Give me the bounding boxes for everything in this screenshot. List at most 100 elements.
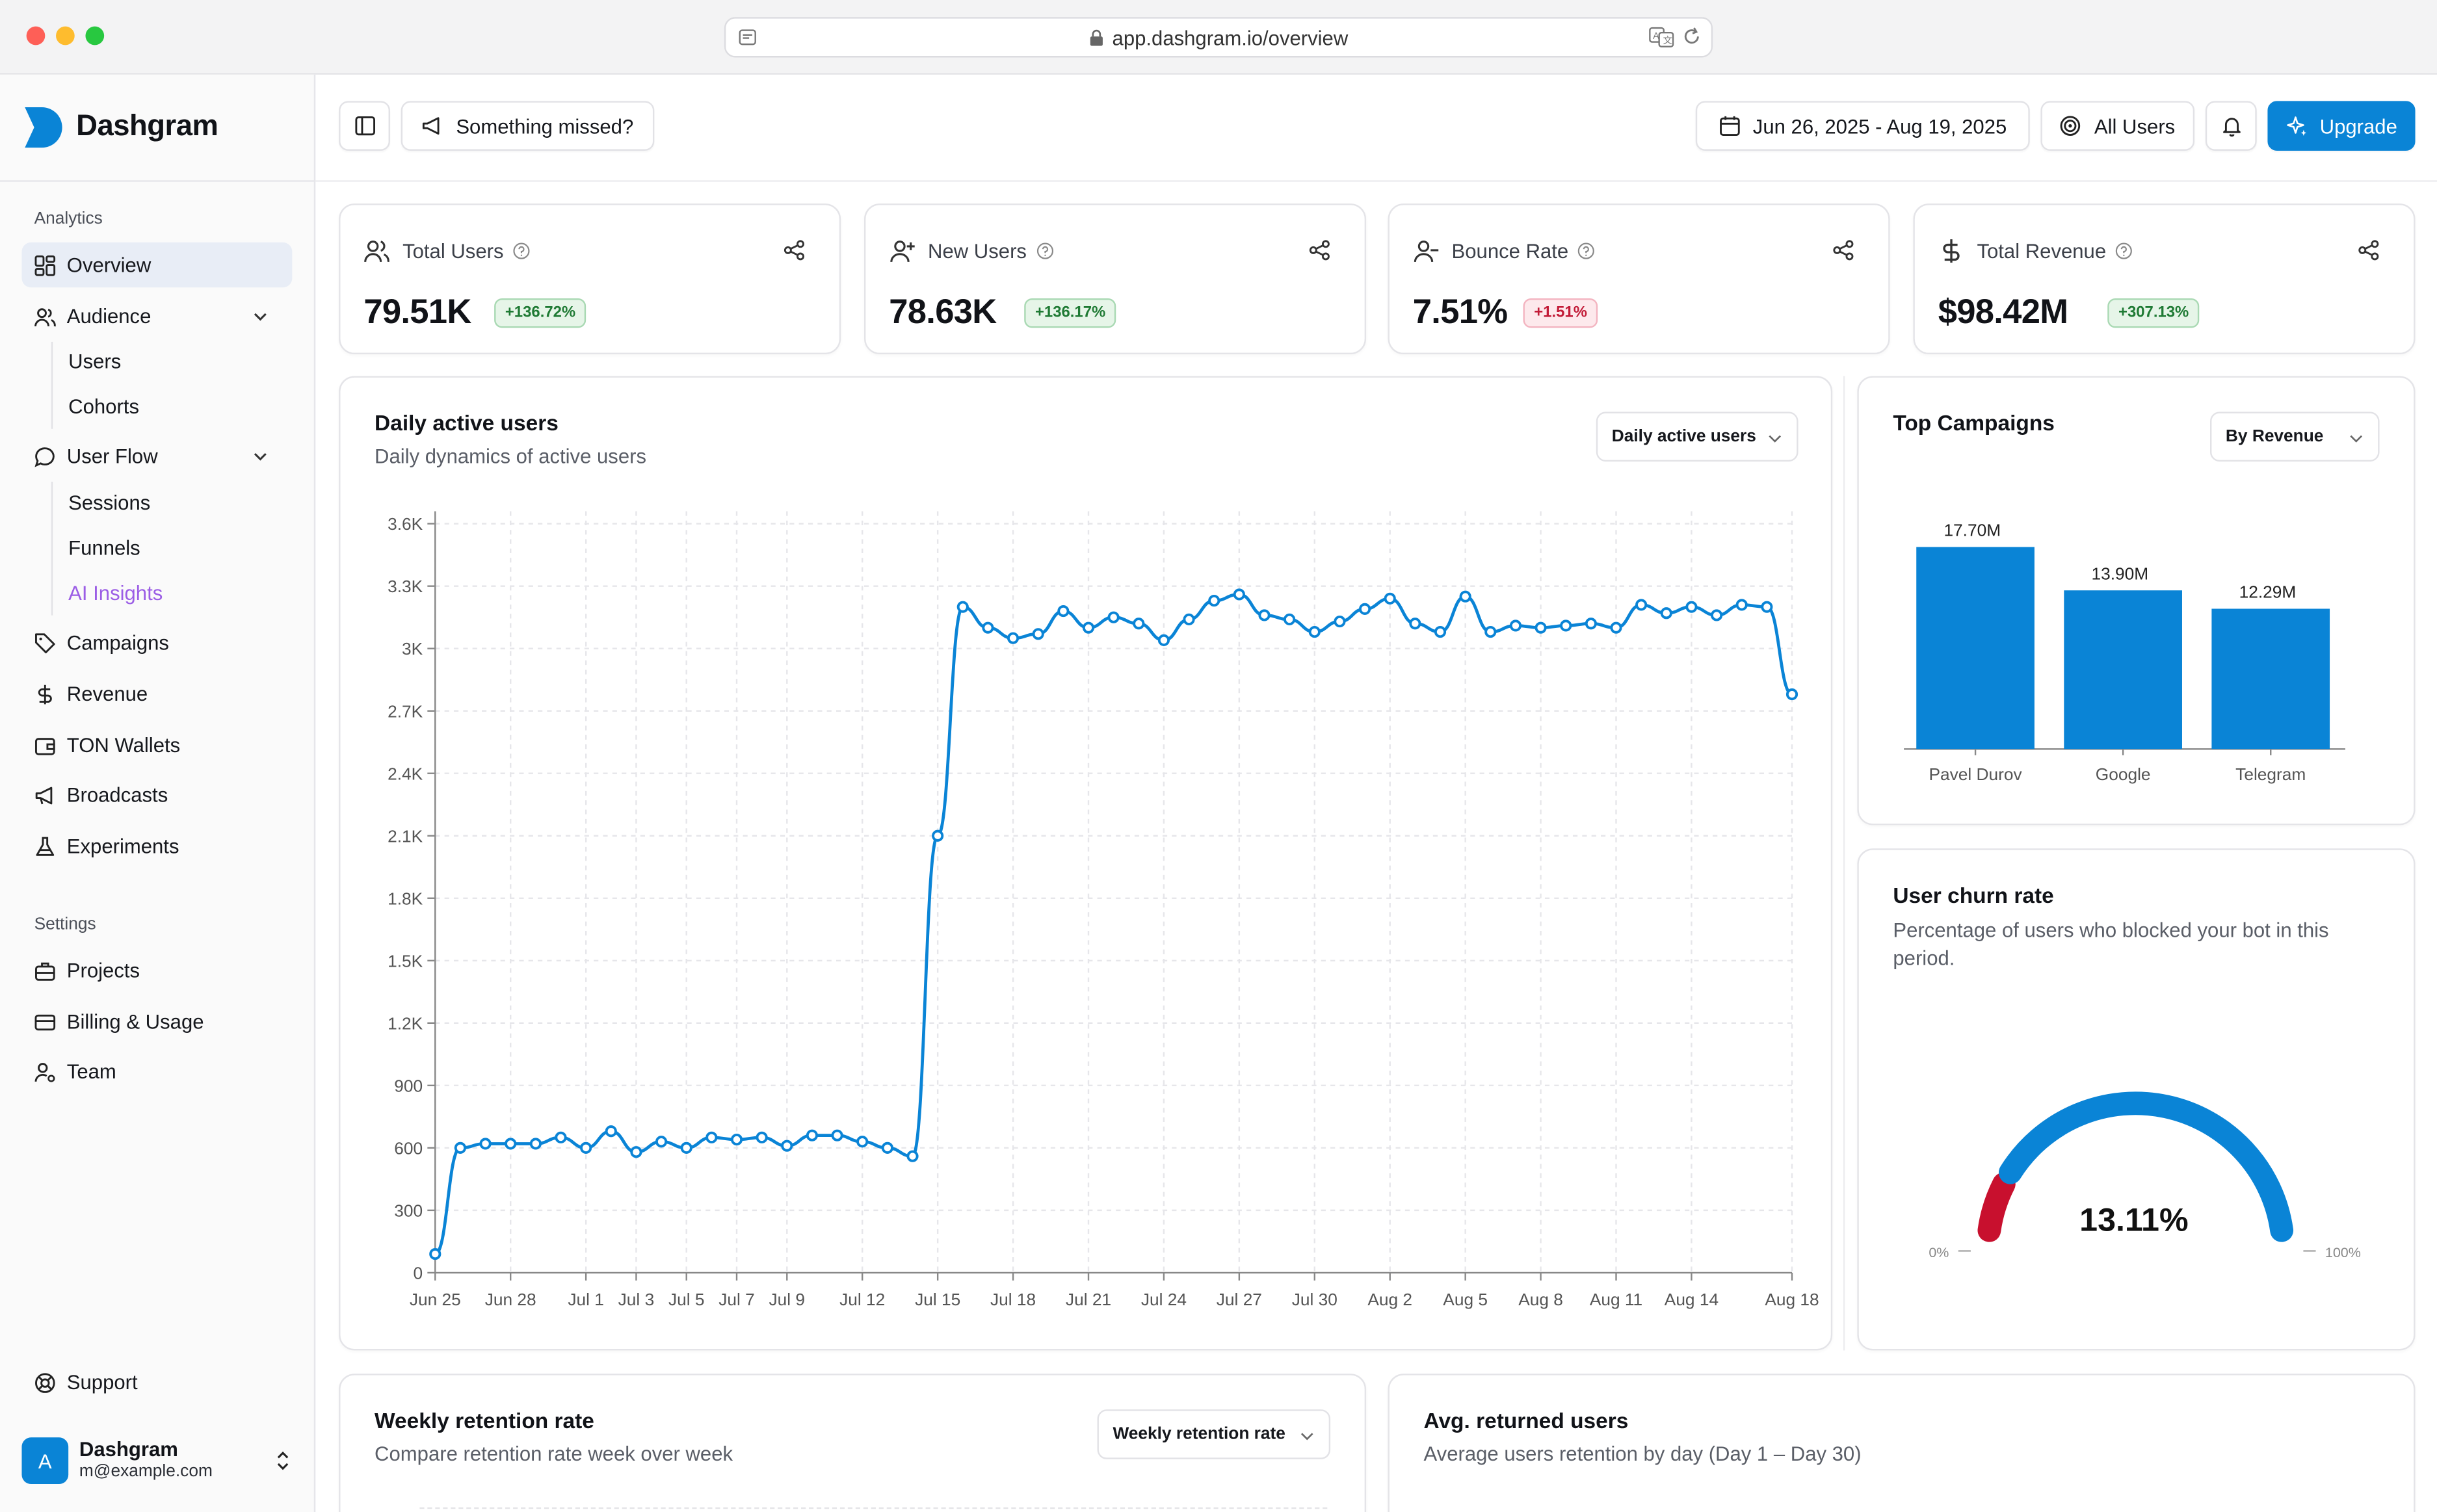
feedback-button[interactable]: Something missed? (401, 101, 655, 151)
user-cog-icon (34, 1062, 55, 1082)
x-tick-label: Aug 2 (1367, 1290, 1412, 1309)
svg-text:A: A (1653, 31, 1659, 42)
sidebar-item-label: Experiments (66, 834, 179, 858)
brand[interactable]: Dashgram (21, 106, 218, 150)
bell-icon (2222, 118, 2240, 137)
gauge-max-label: 100% (2325, 1245, 2361, 1260)
sidebar-item-label: Projects (66, 959, 140, 982)
chevron-down-icon[interactable] (252, 447, 269, 464)
campaigns-sort-select[interactable]: By Revenue (2210, 411, 2380, 462)
data-point (1711, 609, 1723, 621)
y-tick-label: 1.8K (388, 889, 423, 908)
users-icon (364, 241, 389, 263)
target-icon (2061, 116, 2081, 136)
data-point (1384, 592, 1396, 605)
notifications-button[interactable] (2205, 101, 2257, 151)
data-point (1610, 621, 1622, 634)
returned-subtitle: Average users retention by day (Day 1 – … (1423, 1442, 1862, 1466)
date-range-picker[interactable]: Jun 26, 2025 - Aug 19, 2025 (1695, 101, 2030, 151)
bar (2064, 590, 2182, 749)
chart-subtitle: Daily dynamics of active users (375, 444, 646, 468)
divider (0, 180, 316, 182)
reload-icon[interactable] (1681, 27, 1702, 47)
lock-icon (1089, 29, 1103, 46)
data-point (730, 1133, 743, 1146)
sidebar-item-billing[interactable]: Billing & Usage (21, 999, 292, 1044)
sidebar-item-funnels[interactable]: Funnels (68, 535, 140, 559)
gauge-min-label: 0% (1929, 1245, 1949, 1260)
sidebar-item-user-flow[interactable]: User Flow (21, 434, 292, 478)
share-icon[interactable] (1309, 239, 1330, 261)
share-icon[interactable] (2358, 239, 2379, 261)
x-tick-label: Aug 14 (1665, 1290, 1719, 1309)
chevron-down-icon (1769, 435, 1782, 443)
maximize-window-button[interactable] (85, 26, 105, 46)
sidebar-item-projects[interactable]: Projects (21, 948, 292, 993)
help-circle-icon[interactable] (513, 242, 530, 259)
chevron-down-icon (1300, 1433, 1313, 1440)
toggle-sidebar-button[interactable] (339, 101, 390, 151)
credit-card-icon (34, 1013, 56, 1030)
retention-metric-select[interactable]: Weekly retention rate (1097, 1409, 1331, 1459)
data-point (1007, 632, 1020, 644)
sidebar-item-broadcasts[interactable]: Broadcasts (21, 772, 292, 817)
sidebar-item-label: Team (66, 1060, 116, 1084)
x-tick-label: Pavel Durov (1929, 764, 2022, 784)
user-menu[interactable]: A Dashgram m@example.com (21, 1436, 295, 1489)
top-campaigns-card: Top Campaigns By Revenue 17.70M Pavel Dur… (1857, 376, 2416, 826)
data-point (831, 1129, 843, 1141)
y-tick-label: 2.1K (388, 826, 423, 846)
x-tick-label: Jul 1 (568, 1290, 604, 1309)
sidebar-item-label: Revenue (66, 682, 148, 706)
svg-text:文: 文 (1663, 35, 1672, 46)
data-point (605, 1125, 617, 1138)
data-point (906, 1150, 919, 1162)
sidebar-item-cohorts[interactable]: Cohorts (68, 394, 140, 417)
help-circle-icon[interactable] (1036, 242, 1053, 259)
data-point (1761, 601, 1773, 613)
dau-metric-select[interactable]: Daily active users (1596, 411, 1798, 462)
y-tick-label: 0 (414, 1263, 423, 1283)
data-point (1284, 613, 1296, 625)
sidebar-item-audience[interactable]: Audience (21, 294, 292, 339)
chart-title: Daily active users (375, 410, 559, 436)
sidebar-item-ton-wallets[interactable]: TON Wallets (21, 723, 292, 768)
data-point (1057, 605, 1070, 618)
lifebuoy-icon (35, 1372, 55, 1392)
sidebar-item-overview[interactable]: Overview (21, 242, 293, 288)
share-icon[interactable] (784, 239, 805, 261)
data-point (1258, 609, 1271, 621)
sidebar-item-revenue[interactable]: Revenue (21, 671, 292, 716)
page-menu-icon[interactable] (738, 28, 757, 47)
sidebar-item-team[interactable]: Team (21, 1049, 292, 1094)
x-tick-label: Aug 18 (1765, 1290, 1819, 1309)
x-tick-label: Jul 5 (668, 1290, 705, 1309)
y-tick-label: 3.6K (388, 514, 423, 534)
user-email: m@example.com (79, 1462, 213, 1481)
upgrade-button[interactable]: Upgrade (2267, 101, 2416, 151)
share-icon[interactable] (1832, 239, 1854, 261)
data-point (1334, 615, 1346, 628)
bar-value-label: 12.29M (2239, 582, 2297, 602)
help-circle-icon[interactable] (1578, 242, 1595, 259)
sidebar-item-label: Campaigns (66, 631, 169, 655)
data-point (1183, 613, 1195, 625)
close-window-button[interactable] (26, 26, 46, 46)
sidebar-item-sessions[interactable]: Sessions (68, 490, 151, 514)
sidebar-item-ai-insights[interactable]: AI Insights (68, 580, 163, 604)
minimize-window-button[interactable] (56, 26, 75, 46)
sidebar-item-users[interactable]: Users (68, 348, 122, 372)
chevron-down-icon[interactable] (252, 307, 269, 324)
sidebar-item-experiments[interactable]: Experiments (21, 824, 292, 868)
retention-subtitle: Compare retention rate week over week (375, 1442, 733, 1466)
sidebar-item-campaigns[interactable]: Campaigns (21, 620, 292, 665)
help-circle-icon[interactable] (2115, 242, 2133, 259)
chevron-up-down-icon[interactable] (274, 1450, 293, 1471)
user-minus-icon (1414, 241, 1439, 262)
section-label-settings: Settings (34, 915, 96, 934)
sidebar-item-support[interactable]: Support (21, 1360, 292, 1405)
sidebar-item-label: Overview (66, 253, 151, 277)
segment-select[interactable]: All Users (2040, 101, 2195, 151)
